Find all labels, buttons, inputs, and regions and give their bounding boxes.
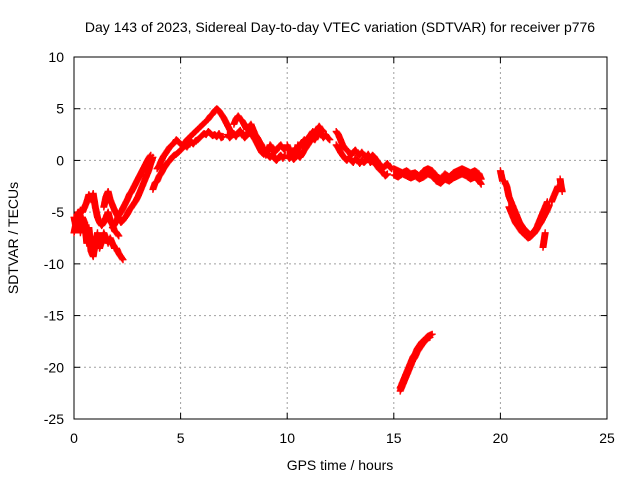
y-tick-label: -15: [44, 308, 64, 324]
x-tick-label: 25: [599, 430, 615, 446]
y-tick-label: 10: [48, 49, 64, 65]
data-point-group: [396, 333, 434, 395]
chart-title: Day 143 of 2023, Sidereal Day-to-day VTE…: [85, 19, 595, 35]
grid: [74, 57, 607, 419]
y-tick-label: 5: [56, 101, 64, 117]
data-point-group: [153, 105, 238, 173]
axis-ticks: 0 5 10 15 20 25 -25 -20 -15 -10 -5 0 5 10: [44, 49, 615, 446]
data-point-group: [390, 170, 485, 188]
x-tick-label: 0: [70, 430, 78, 446]
data-point-group: [505, 201, 553, 242]
data-point-group: [332, 141, 391, 180]
y-tick-label: -5: [52, 204, 65, 220]
x-tick-label: 20: [493, 430, 509, 446]
x-tick-label: 10: [279, 430, 295, 446]
data-point-group: [283, 122, 327, 163]
data-point-group: [556, 175, 566, 195]
data-points: [70, 105, 566, 395]
x-tick-label: 5: [177, 430, 185, 446]
x-axis-label: GPS time / hours: [287, 457, 394, 473]
y-tick-label: -10: [44, 256, 64, 272]
data-point-group: [108, 151, 155, 232]
plot-border: [73, 56, 608, 420]
y-tick-label: 0: [56, 152, 64, 168]
y-axis-label: SDTVAR / TECUs: [5, 182, 21, 294]
data-point-group: [224, 126, 289, 164]
data-point-group: [548, 182, 562, 206]
y-tick-label: -25: [44, 411, 64, 427]
y-tick-label: -20: [44, 359, 64, 375]
data-point-group: [539, 229, 549, 251]
x-tick-label: 15: [386, 430, 402, 446]
